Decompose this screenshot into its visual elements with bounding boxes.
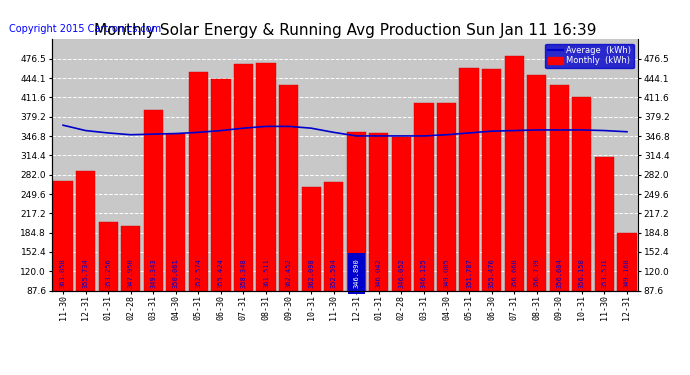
Text: 347.950: 347.950 [128, 258, 134, 288]
Bar [550, 85, 569, 291]
Text: 352.594: 352.594 [331, 258, 337, 288]
Bar [144, 110, 163, 291]
Bar [279, 85, 298, 291]
Bar [369, 133, 388, 291]
Bar [302, 187, 321, 291]
Text: 361.511: 361.511 [263, 258, 269, 288]
Text: 349.343: 349.343 [150, 258, 156, 288]
Bar [189, 72, 208, 291]
Bar [415, 103, 433, 291]
Text: 349.085: 349.085 [444, 258, 449, 288]
Text: 350.061: 350.061 [172, 258, 179, 288]
Bar [392, 136, 411, 291]
Text: 358.348: 358.348 [241, 258, 246, 288]
Text: 362.452: 362.452 [286, 258, 292, 288]
Bar [572, 97, 591, 291]
Text: 346.042: 346.042 [376, 258, 382, 288]
Bar [234, 64, 253, 291]
Bar [324, 182, 344, 291]
Bar [99, 222, 118, 291]
Text: 356.604: 356.604 [556, 258, 562, 288]
Text: 351.787: 351.787 [466, 258, 472, 288]
Text: 346.890: 346.890 [353, 258, 359, 288]
Text: 346.125: 346.125 [421, 258, 427, 288]
Bar [53, 181, 72, 291]
Text: 356.668: 356.668 [511, 258, 518, 288]
Bar [595, 157, 614, 291]
Text: 355.476: 355.476 [489, 258, 495, 288]
Text: Copyright 2015 Cartronics.com: Copyright 2015 Cartronics.com [9, 24, 161, 34]
Title: Monthly Solar Energy & Running Avg Production Sun Jan 11 16:39: Monthly Solar Energy & Running Avg Produ… [94, 23, 596, 38]
Text: 346.052: 346.052 [398, 258, 404, 288]
Bar [460, 68, 479, 291]
Text: 352.574: 352.574 [195, 258, 201, 288]
Bar [257, 63, 275, 291]
Bar [527, 75, 546, 291]
Text: 355.424: 355.424 [218, 258, 224, 288]
Bar [121, 226, 140, 291]
Bar [504, 56, 524, 291]
Text: 353.256: 353.256 [105, 258, 111, 288]
Bar [211, 79, 230, 291]
Bar [346, 132, 366, 291]
Bar [482, 69, 501, 291]
Text: 363.858: 363.858 [60, 258, 66, 288]
Text: 362.098: 362.098 [308, 258, 314, 288]
Bar [618, 233, 637, 291]
Legend: Average  (kWh), Monthly  (kWh): Average (kWh), Monthly (kWh) [545, 44, 634, 68]
Text: 356.739: 356.739 [534, 258, 540, 288]
Text: 353.531: 353.531 [602, 258, 607, 288]
Text: 355.734: 355.734 [83, 258, 88, 288]
Text: 356.150: 356.150 [579, 258, 585, 288]
Bar [76, 171, 95, 291]
Text: 349.168: 349.168 [624, 258, 630, 288]
Bar [166, 134, 186, 291]
Bar [437, 103, 456, 291]
